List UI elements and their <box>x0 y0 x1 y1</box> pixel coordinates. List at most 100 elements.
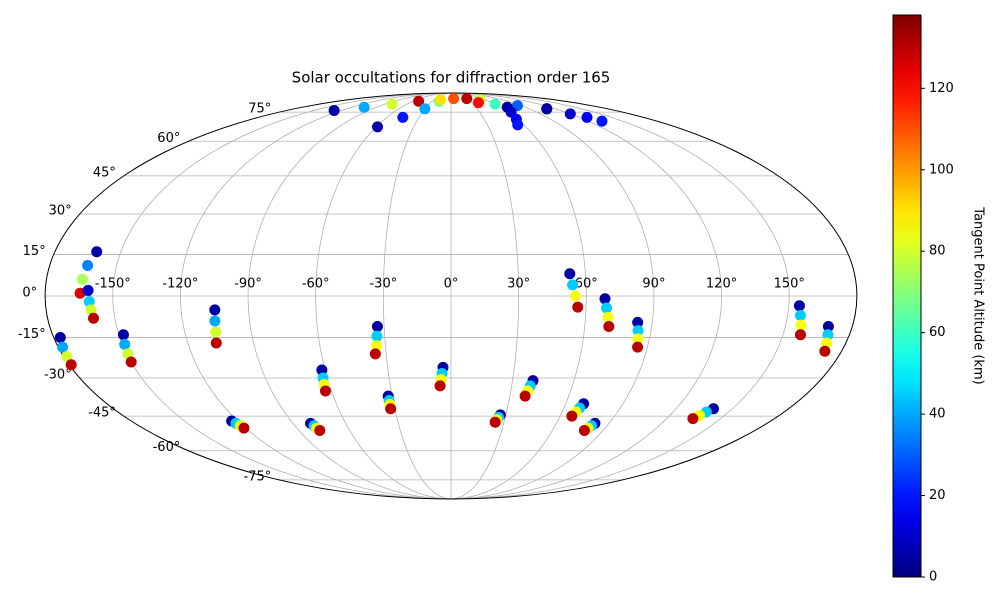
data-point <box>566 410 578 422</box>
data-point <box>85 304 97 316</box>
lon-grid-line <box>112 92 452 500</box>
data-point <box>328 104 340 116</box>
x-tick-label: -30° <box>369 277 397 292</box>
data-point <box>125 356 137 368</box>
data-point <box>385 403 397 415</box>
data-point <box>461 93 473 105</box>
data-point <box>472 97 484 109</box>
data-point <box>358 101 370 113</box>
data-point <box>541 103 553 115</box>
colorbar-tick-label: 0 <box>929 570 937 585</box>
lon-grid-line <box>450 92 587 500</box>
colorbar-tick-label: 80 <box>929 244 946 259</box>
data-point <box>371 340 383 352</box>
data-point <box>371 121 383 133</box>
y-tick-label: 30° <box>49 204 72 219</box>
data-point <box>602 311 614 323</box>
data-point <box>822 321 834 333</box>
data-point <box>596 115 608 127</box>
x-tick-label: -150° <box>95 277 131 292</box>
y-tick-label: 45° <box>93 165 116 180</box>
data-point <box>91 246 103 258</box>
data-point <box>687 413 699 425</box>
colorbar <box>892 14 922 578</box>
data-point <box>601 302 613 314</box>
lon-grid-line <box>180 92 452 500</box>
lon-grid-line <box>450 92 520 500</box>
data-point <box>57 341 69 353</box>
data-point <box>61 351 73 363</box>
y-tick-label: 15° <box>23 244 46 259</box>
data-point <box>603 321 615 333</box>
data-point <box>489 98 501 110</box>
data-point <box>489 416 501 428</box>
data-point <box>567 279 579 291</box>
data-point <box>210 326 222 338</box>
data-point <box>209 304 221 316</box>
data-point <box>413 95 425 107</box>
data-point <box>632 341 644 353</box>
data-point <box>314 424 326 436</box>
x-tick-label: -60° <box>302 277 330 292</box>
y-tick-label: -30° <box>44 367 72 382</box>
y-tick-label: 0° <box>22 286 37 301</box>
y-tick-label: -75° <box>244 469 272 484</box>
data-point <box>793 300 805 312</box>
lon-grid-line <box>450 92 722 500</box>
data-point <box>578 424 590 436</box>
data-point <box>88 312 100 324</box>
data-point <box>369 348 381 360</box>
data-point <box>794 329 806 341</box>
data-point <box>632 333 644 345</box>
data-point <box>794 309 806 321</box>
data-point <box>54 332 66 344</box>
data-point <box>210 337 222 349</box>
data-point <box>76 273 88 285</box>
x-tick-label: -120° <box>162 277 198 292</box>
data-point <box>632 316 644 328</box>
x-tick-label: 0° <box>444 277 459 292</box>
y-tick-label: 75° <box>248 102 271 117</box>
y-tick-label: -60° <box>153 440 181 455</box>
colorbar-tick-label: 60 <box>929 325 946 340</box>
colorbar-tick-label: 100 <box>929 162 954 177</box>
y-tick-label: -45° <box>88 406 116 421</box>
lon-grid-line <box>450 92 790 500</box>
data-point <box>119 338 131 350</box>
lon-grid-line <box>382 92 452 500</box>
data-point <box>371 321 383 333</box>
data-point <box>65 359 77 371</box>
data-point <box>632 325 644 337</box>
x-tick-label: 30° <box>507 277 530 292</box>
data-point <box>82 259 94 271</box>
colorbar-tick-label: 120 <box>929 81 954 96</box>
data-point <box>397 111 409 123</box>
lon-grid-line <box>247 92 452 500</box>
data-point <box>386 98 398 110</box>
data-point <box>581 111 593 123</box>
data-point <box>238 422 250 434</box>
y-tick-label: -15° <box>18 327 46 342</box>
data-point <box>319 385 331 397</box>
y-tick-label: 60° <box>157 131 180 146</box>
data-point <box>434 380 446 392</box>
data-point <box>371 330 383 342</box>
data-point <box>82 284 94 296</box>
lon-grid-line <box>450 92 655 500</box>
colorbar-tick-label: 40 <box>929 407 946 422</box>
data-point <box>209 315 221 327</box>
data-point <box>822 329 834 341</box>
data-point <box>599 293 611 305</box>
data-point <box>512 119 524 131</box>
x-tick-label: 60° <box>575 277 598 292</box>
data-point <box>117 329 129 341</box>
data-point <box>519 390 531 402</box>
x-tick-label: 150° <box>774 277 805 292</box>
x-tick-label: 90° <box>642 277 665 292</box>
data-point <box>83 296 95 308</box>
x-tick-label: -90° <box>234 277 262 292</box>
data-point <box>435 94 447 106</box>
data-point <box>569 290 581 302</box>
data-point <box>419 103 431 115</box>
data-point <box>572 301 584 313</box>
